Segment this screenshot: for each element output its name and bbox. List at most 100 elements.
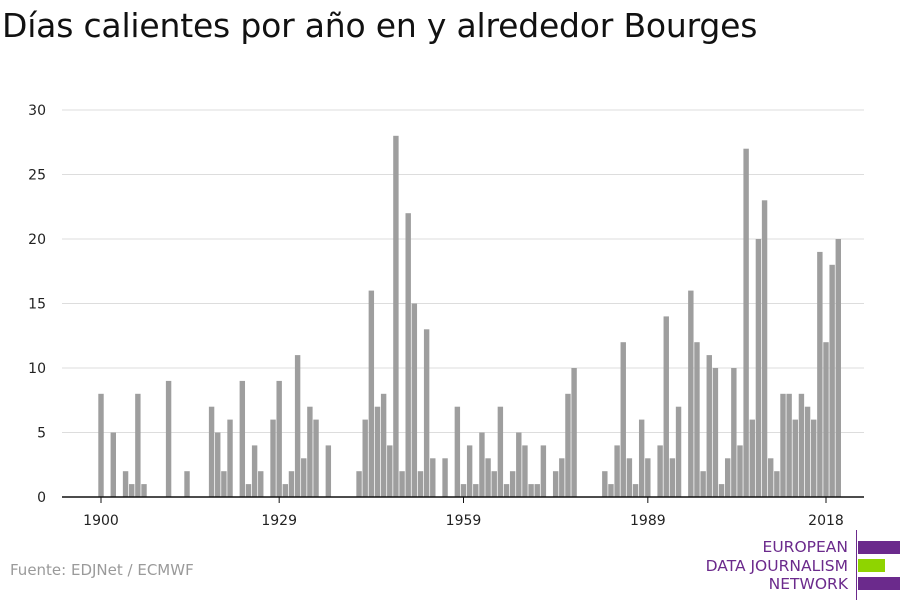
bar-1926: [258, 471, 264, 497]
bar-1984: [614, 445, 620, 497]
bar-1998: [700, 471, 706, 497]
bar-1934: [307, 406, 313, 497]
bar-1914: [184, 471, 190, 497]
logo-divider: [856, 530, 857, 600]
bar-1933: [301, 458, 307, 497]
bar-1932: [294, 355, 301, 497]
bar-1977: [571, 368, 577, 497]
bar-1953: [423, 329, 430, 497]
bar-2001: [718, 484, 725, 497]
bar-1996: [688, 290, 694, 497]
logo-line-network: NETWORK: [768, 575, 848, 593]
bar-1994: [675, 406, 682, 497]
bar-1975: [559, 458, 565, 497]
bar-1993: [669, 458, 676, 497]
y-tick-label-15: 15: [28, 297, 46, 313]
bar-1964: [491, 471, 497, 497]
bar-1987: [632, 484, 639, 497]
bar-1956: [442, 458, 448, 497]
bar-1904: [122, 471, 129, 497]
gridlines: [62, 109, 864, 433]
logo-bar-purple-bottom: [858, 577, 900, 590]
x-tick-label-2018: 2018: [808, 513, 844, 529]
bar-2013: [792, 419, 798, 497]
bar-1954: [430, 458, 436, 497]
bar-1989: [645, 458, 651, 497]
logo-bar-green: [858, 559, 885, 572]
bar-1923: [239, 380, 246, 497]
logo-line-data-journalism: DATA JOURNALISM: [705, 557, 848, 575]
bar-1918: [208, 406, 215, 497]
bar-1963: [485, 458, 491, 497]
bar-2002: [724, 458, 731, 497]
bar-2016: [811, 419, 817, 497]
bar-1976: [565, 393, 571, 497]
bar-1937: [325, 445, 332, 497]
bar-1946: [380, 393, 387, 497]
logo-line-european: EUROPEAN: [762, 538, 848, 556]
y-tick-label-10: 10: [28, 361, 46, 377]
bar-1928: [270, 419, 276, 497]
y-tick-label-20: 20: [28, 232, 46, 248]
bars: [98, 135, 841, 498]
bar-2019: [829, 264, 835, 497]
y-axis-ticks: 0 5 10 15 20 25 30: [28, 103, 46, 506]
bar-1986: [626, 458, 633, 497]
bar-1900: [98, 393, 104, 497]
bar-1920: [221, 471, 227, 497]
bar-2017: [817, 251, 823, 497]
bar-1929: [276, 380, 282, 497]
bar-2018: [823, 342, 829, 497]
bar-1997: [694, 342, 700, 497]
bar-2003: [731, 368, 737, 497]
bar-2007: [755, 239, 762, 497]
bar-1930: [282, 484, 289, 497]
bar-1983: [608, 484, 614, 497]
bar-1943: [362, 419, 368, 497]
bar-2004: [737, 445, 743, 497]
bar-2012: [786, 393, 792, 497]
bar-1991: [657, 445, 663, 497]
chart-title: Días calientes por año en y alrededor Bo…: [2, 6, 758, 45]
bar-1961: [473, 484, 479, 497]
y-tick-label-5: 5: [37, 426, 46, 442]
bar-1921: [227, 419, 233, 497]
bar-1999: [706, 355, 712, 497]
bar-2014: [798, 393, 805, 497]
bar-1965: [497, 406, 504, 497]
x-tick-label-1900: 1900: [83, 513, 119, 529]
bar-2008: [761, 200, 768, 498]
bar-1902: [110, 432, 116, 497]
bar-1911: [165, 380, 172, 497]
bar-1971: [534, 484, 540, 497]
bar-1982: [602, 471, 608, 497]
bar-2000: [712, 368, 719, 497]
bar-1924: [245, 484, 252, 497]
bar-1970: [528, 484, 534, 497]
bar-2006: [749, 419, 755, 497]
bar-1969: [522, 445, 528, 497]
bar-1905: [129, 484, 135, 497]
bar-1935: [313, 419, 319, 497]
bar-1947: [387, 445, 393, 497]
bar-1948: [393, 135, 399, 498]
bar-1949: [399, 471, 405, 497]
bar-1945: [374, 406, 381, 497]
bar-2009: [768, 458, 774, 497]
y-tick-label-30: 30: [28, 103, 46, 119]
bar-1952: [417, 471, 424, 497]
bar-2015: [804, 406, 811, 497]
bar-1907: [141, 484, 147, 497]
bar-1960: [466, 445, 473, 497]
bar-1919: [215, 432, 221, 497]
bar-1942: [356, 471, 362, 497]
logo-bar-purple-top: [858, 541, 900, 554]
bar-1958: [454, 406, 461, 497]
x-tick-label-1929: 1929: [261, 513, 297, 529]
bar-1959: [460, 484, 467, 497]
y-tick-label-25: 25: [28, 168, 46, 184]
x-tick-label-1959: 1959: [446, 513, 482, 529]
bar-1950: [405, 213, 411, 497]
bar-1974: [552, 471, 559, 497]
bar-1925: [251, 445, 258, 497]
